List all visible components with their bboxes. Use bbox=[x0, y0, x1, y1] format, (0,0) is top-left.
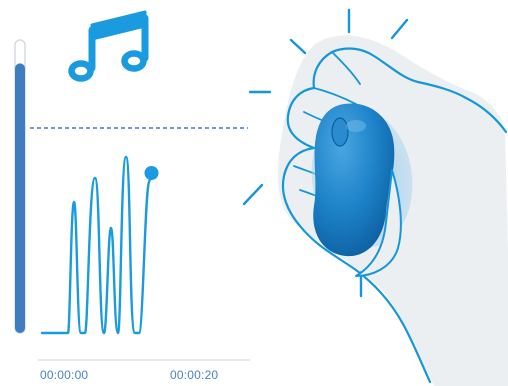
level-meter-fill bbox=[15, 63, 25, 334]
device-highlight bbox=[346, 120, 366, 132]
hand-thumb bbox=[355, 169, 402, 277]
hand-illustration bbox=[277, 35, 508, 386]
hand-outline bbox=[281, 47, 508, 384]
waveform-cursor-dot bbox=[144, 166, 159, 180]
device-button bbox=[331, 117, 349, 147]
timeline-end-label: 00:00:20 bbox=[170, 368, 219, 382]
music-note-icon bbox=[68, 10, 149, 82]
timeline-start-label: 00:00:00 bbox=[40, 368, 89, 382]
level-meter bbox=[14, 39, 26, 334]
waveform-line bbox=[40, 155, 154, 335]
